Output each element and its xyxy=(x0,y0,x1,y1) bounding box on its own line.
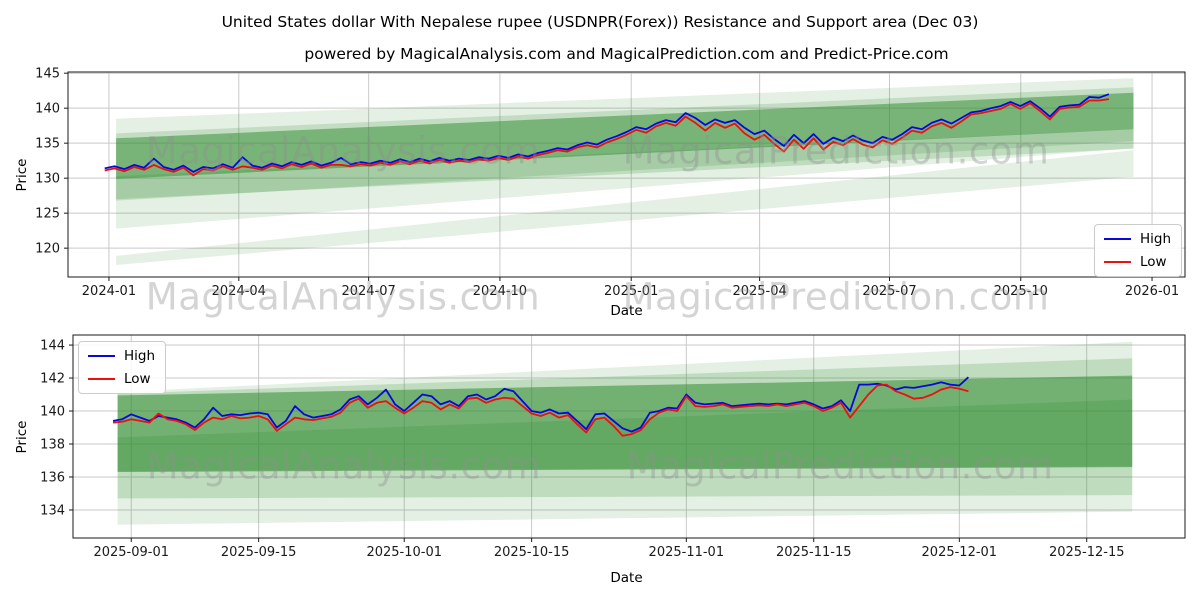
x-tick-label: 2025-12-01 xyxy=(922,545,998,560)
x-tick-label: 2025-11-15 xyxy=(776,545,852,560)
x-tick-label: 2025-01 xyxy=(604,284,658,299)
y-tick-label: 145 xyxy=(35,67,60,82)
watermark-analysis-top: MagicalAnalysis.com xyxy=(145,129,541,173)
x-tick-label: 2025-09-01 xyxy=(93,545,169,560)
top-chart-ylabel: Price xyxy=(14,158,30,192)
y-tick-label: 120 xyxy=(35,242,60,257)
top-chart-legend: High Low xyxy=(1094,224,1183,277)
y-tick-label: 136 xyxy=(40,470,65,485)
high-line-swatch xyxy=(88,355,115,357)
y-tick-label: 135 xyxy=(35,137,60,152)
y-tick-label: 142 xyxy=(40,372,65,387)
watermark-prediction-top: MagicalPrediction.com xyxy=(622,129,1050,173)
low-line-swatch xyxy=(88,378,115,380)
x-tick-label: 2025-11-01 xyxy=(649,545,725,560)
x-tick-label: 2025-10 xyxy=(994,284,1048,299)
plot-border xyxy=(72,334,1186,539)
series-line-low xyxy=(104,98,1110,177)
legend-item-high: High xyxy=(88,348,155,364)
x-tick-label: 2025-10-15 xyxy=(494,545,570,560)
legend-item-high: High xyxy=(1104,231,1171,247)
y-tick-label: 140 xyxy=(40,405,65,420)
chart-top-plot: 2024-01 2024-04 2024-07 2024-10 2025-01 2025-… xyxy=(35,67,1186,299)
watermark-analysis-mid: MagicalAnalysis.com xyxy=(145,275,541,319)
x-tick-label: 2025-07 xyxy=(862,284,916,299)
legend-high-label: High xyxy=(1140,231,1172,247)
figure-title: United States dollar With Nepalese rupee… xyxy=(221,13,979,31)
series-line-high xyxy=(104,93,1110,173)
y-tick-label: 134 xyxy=(40,503,65,518)
legend-high-label: High xyxy=(124,348,156,364)
x-tick-label: 2025-09-15 xyxy=(221,545,297,560)
support-resistance-band xyxy=(116,150,1134,265)
watermark-prediction-mid: MagicalPrediction.com xyxy=(622,275,1050,319)
x-tick-label: 2025-12-15 xyxy=(1049,545,1125,560)
figure-subtitle: powered by MagicalAnalysis.com and Magic… xyxy=(304,45,949,63)
plot-border xyxy=(67,71,1186,278)
support-resistance-band xyxy=(116,129,1134,200)
series-line-low xyxy=(112,383,969,437)
y-tick-label: 140 xyxy=(35,102,60,117)
x-tick-label: 2025-04 xyxy=(732,284,786,299)
bottom-chart-xlabel: Date xyxy=(610,570,643,586)
top-chart-xlabel: Date xyxy=(610,303,643,319)
chart-bottom-plot: 2025-09-01 2025-09-15 2025-10-01 2025-10-15… xyxy=(40,334,1186,560)
x-tick-label: 2024-10 xyxy=(473,284,527,299)
legend-item-low: Low xyxy=(1104,254,1171,270)
x-tick-label: 2026-01 xyxy=(1125,284,1179,299)
y-tick-label: 138 xyxy=(40,438,65,453)
y-tick-label: 144 xyxy=(40,339,65,354)
y-tick-label: 130 xyxy=(35,172,60,187)
watermark-prediction-bottom: MagicalPrediction.com xyxy=(626,444,1054,488)
support-resistance-band xyxy=(117,375,1133,472)
legend-low-label: Low xyxy=(1140,254,1167,270)
legend-item-low: Low xyxy=(88,371,155,387)
y-tick-label: 125 xyxy=(35,207,60,222)
x-tick-label: 2025-10-01 xyxy=(366,545,442,560)
bottom-chart-ylabel: Price xyxy=(14,420,30,454)
series-line-high xyxy=(112,376,970,433)
bottom-chart-legend: High Low xyxy=(78,341,167,394)
low-line-swatch xyxy=(1104,261,1131,263)
x-tick-label: 2024-01 xyxy=(82,284,136,299)
x-tick-label: 2024-07 xyxy=(341,284,395,299)
watermark-analysis-bottom: MagicalAnalysis.com xyxy=(146,444,542,488)
x-tick-label: 2024-04 xyxy=(212,284,266,299)
high-line-swatch xyxy=(1104,238,1131,240)
legend-low-label: Low xyxy=(124,371,151,387)
